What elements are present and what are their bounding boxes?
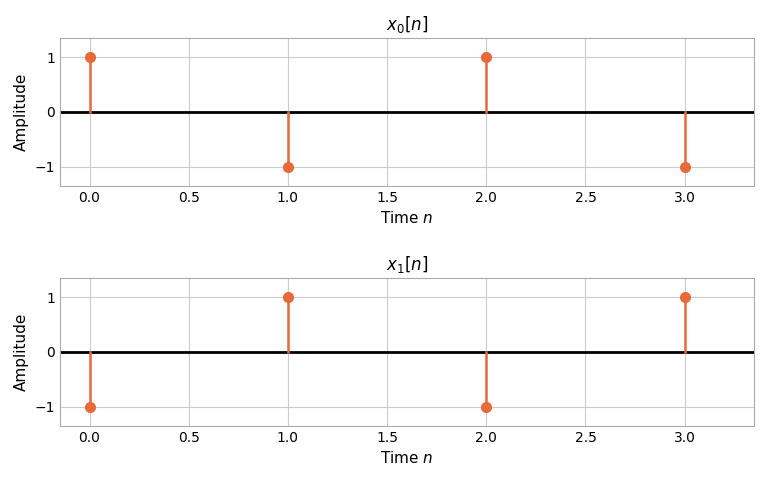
Title: $x_1[n]$: $x_1[n]$ [386, 254, 428, 275]
X-axis label: Time $n$: Time $n$ [380, 450, 434, 466]
Title: $x_0[n]$: $x_0[n]$ [386, 14, 428, 35]
X-axis label: Time $n$: Time $n$ [380, 210, 434, 226]
Y-axis label: Amplitude: Amplitude [14, 73, 29, 151]
Y-axis label: Amplitude: Amplitude [14, 313, 29, 391]
